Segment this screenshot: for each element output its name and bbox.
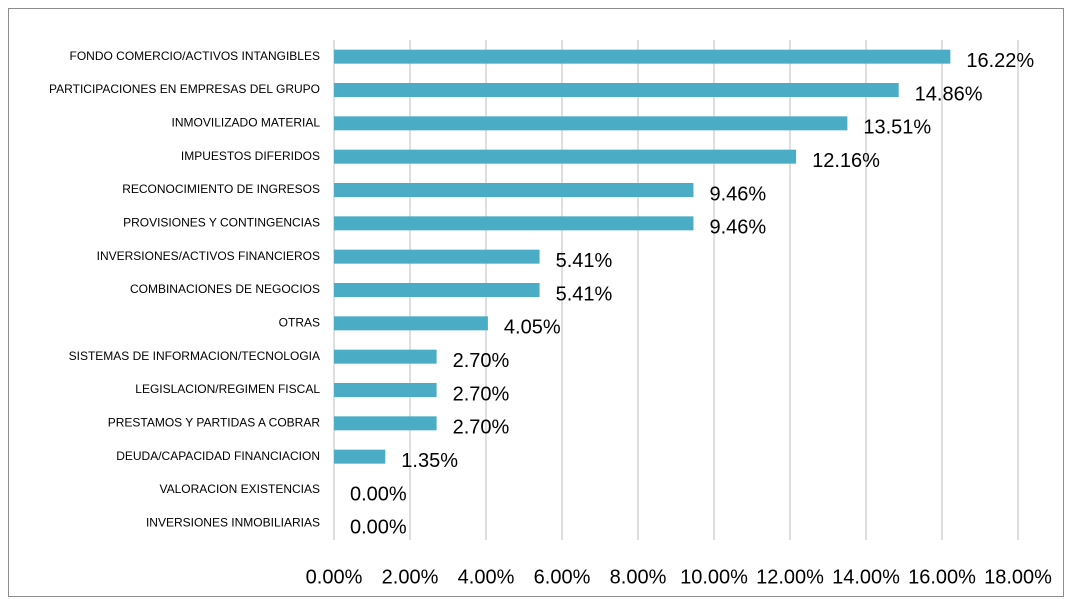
value-label: 1.35%: [401, 450, 458, 472]
value-label: 13.51%: [863, 117, 931, 139]
value-label: 5.41%: [556, 250, 613, 272]
value-label: 0.00%: [350, 517, 407, 539]
y-tick-label: LEGISLACION/REGIMEN FISCAL: [135, 382, 320, 396]
bar: [334, 383, 437, 397]
bar: [334, 49, 951, 64]
bar: [334, 83, 899, 97]
x-tick-label: 6.00%: [534, 566, 591, 588]
y-tick-label: FONDO COMERCIO/ACTIVOS INTANGIBLES: [70, 49, 320, 63]
value-label: 12.16%: [812, 150, 880, 172]
x-tick-label: 0.00%: [306, 566, 363, 588]
y-tick-label: VALORACION EXISTENCIAS: [160, 482, 320, 496]
chart-border: [8, 8, 1064, 597]
x-tick-label: 18.00%: [984, 566, 1052, 588]
value-label: 2.70%: [453, 417, 510, 439]
y-tick-label: RECONOCIMIENTO DE INGRESOS: [122, 182, 320, 196]
x-tick-label: 2.00%: [382, 566, 439, 588]
x-tick-label: 4.00%: [458, 566, 515, 588]
value-label: 5.41%: [556, 283, 613, 305]
bar: [334, 349, 437, 364]
y-tick-label: DEUDA/CAPACIDAD FINANCIACION: [116, 449, 320, 463]
x-tick-label: 12.00%: [756, 566, 824, 588]
y-tick-label: PRESTAMOS Y PARTIDAS A COBRAR: [108, 416, 321, 430]
x-tick-label: 14.00%: [832, 566, 900, 588]
bar: [334, 249, 540, 264]
value-label: 2.70%: [453, 350, 510, 372]
value-label: 14.86%: [915, 83, 983, 105]
value-label: 16.22%: [966, 50, 1034, 72]
value-label: 2.70%: [453, 383, 510, 405]
value-label: 9.46%: [709, 183, 766, 205]
y-tick-label: SISTEMAS DE INFORMACION/TECNOLOGIA: [69, 349, 320, 363]
bar: [334, 449, 386, 464]
value-label: 0.00%: [350, 483, 407, 505]
bar: [334, 183, 694, 197]
bar: [334, 416, 437, 431]
value-label: 9.46%: [709, 217, 766, 239]
bar: [334, 316, 488, 331]
value-label: 4.05%: [504, 317, 561, 339]
y-tick-label: INMOVILIZADO MATERIAL: [172, 116, 321, 130]
bar: [334, 216, 694, 231]
bar: [334, 283, 540, 297]
y-tick-label: IMPUESTOS DIFERIDOS: [181, 149, 320, 163]
bar: [334, 116, 848, 131]
x-tick-label: 16.00%: [908, 566, 976, 588]
y-tick-label: INVERSIONES INMOBILIARIAS: [146, 516, 320, 530]
y-tick-label: PARTICIPACIONES EN EMPRESAS DEL GRUPO: [49, 82, 320, 96]
y-tick-label: COMBINACIONES DE NEGOCIOS: [130, 282, 320, 296]
x-tick-label: 8.00%: [610, 566, 667, 588]
bar: [334, 149, 797, 164]
y-tick-label: INVERSIONES/ACTIVOS FINANCIEROS: [97, 249, 320, 263]
x-tick-label: 10.00%: [680, 566, 748, 588]
y-tick-label: PROVISIONES Y CONTINGENCIAS: [123, 216, 320, 230]
y-tick-label: OTRAS: [279, 316, 320, 330]
